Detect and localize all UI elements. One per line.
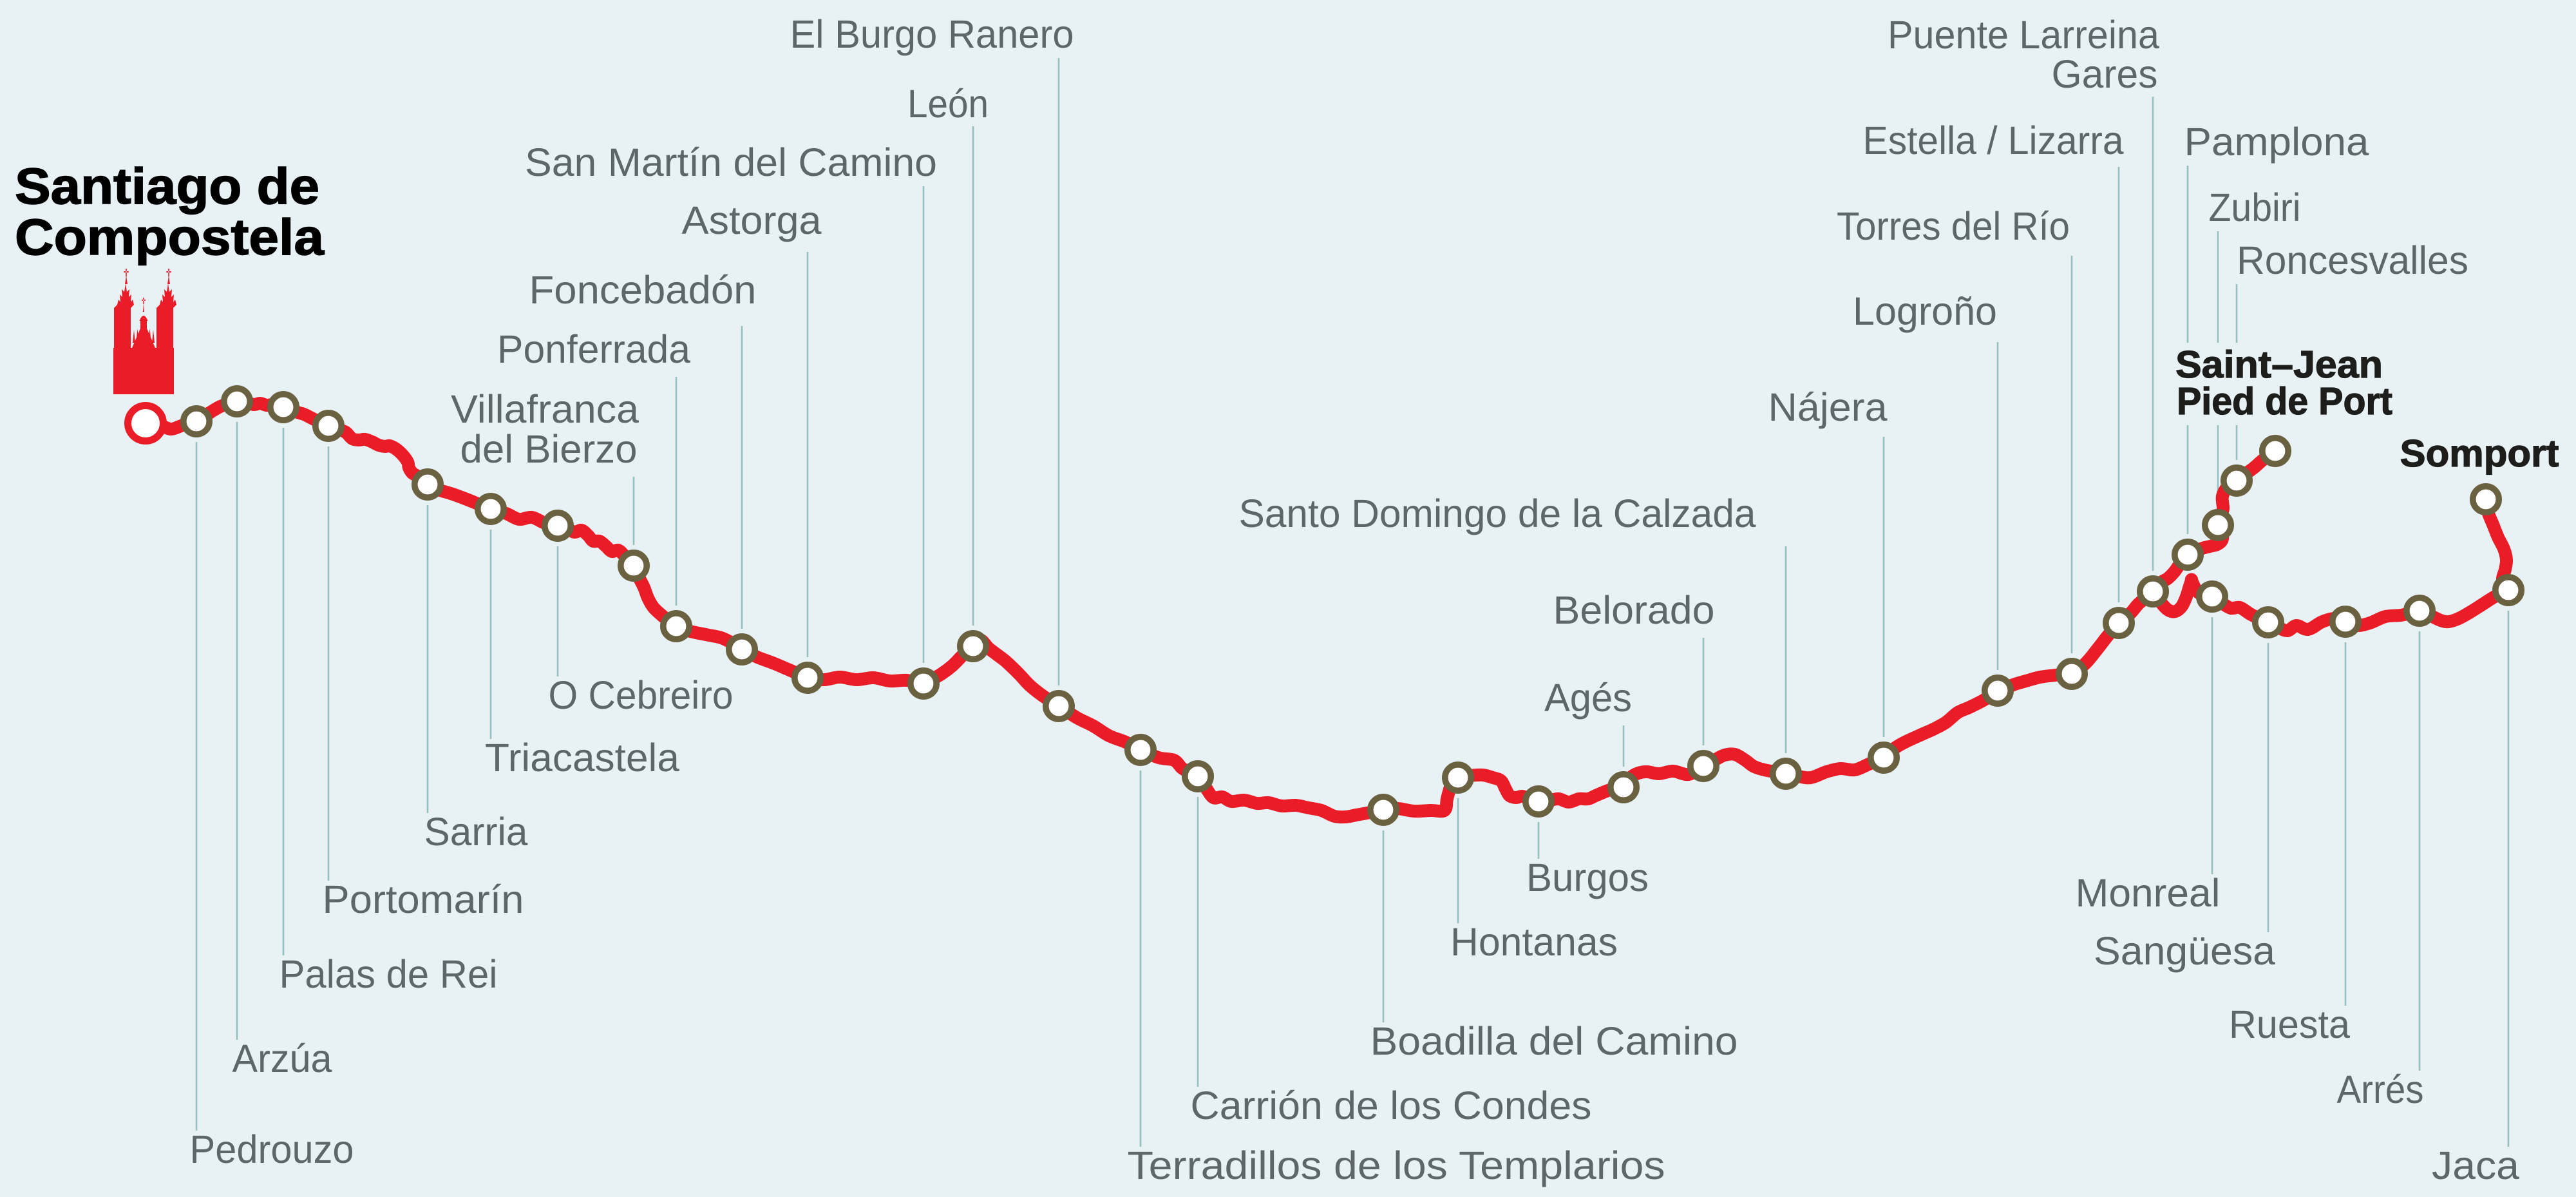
svg-text:El Burgo Ranero: El Burgo Ranero	[790, 12, 1074, 56]
svg-text:Puente Larreina: Puente Larreina	[1888, 13, 2159, 57]
svg-text:Terradillos de los Templarios: Terradillos de los Templarios	[1128, 1144, 1665, 1187]
svg-text:Santiago de: Santiago de	[15, 157, 319, 215]
svg-text:Sangüesa: Sangüesa	[2094, 929, 2275, 973]
svg-text:Astorga: Astorga	[682, 198, 822, 242]
svg-text:Arrés: Arrés	[2337, 1068, 2424, 1111]
svg-text:Zubiri: Zubiri	[2209, 186, 2301, 229]
svg-text:San Martín del Camino: San Martín del Camino	[525, 140, 937, 184]
svg-text:Gares: Gares	[2052, 52, 2158, 96]
svg-text:Pied de Port: Pied de Port	[2177, 380, 2392, 423]
svg-text:Palas de Rei: Palas de Rei	[279, 952, 498, 996]
svg-text:Torres del Río: Torres del Río	[1837, 204, 2070, 248]
svg-text:Roncesvalles: Roncesvalles	[2237, 238, 2468, 282]
svg-text:Pamplona: Pamplona	[2184, 120, 2369, 164]
svg-text:Ruesta: Ruesta	[2229, 1002, 2350, 1046]
svg-text:Logroño: Logroño	[1853, 289, 1997, 333]
svg-text:Saint–Jean: Saint–Jean	[2175, 343, 2383, 386]
svg-text:O Cebreiro: O Cebreiro	[549, 673, 734, 717]
svg-text:Foncebadón: Foncebadón	[529, 268, 757, 312]
svg-text:Somport: Somport	[2400, 432, 2559, 475]
svg-text:Estella / Lizarra: Estella / Lizarra	[1863, 119, 2124, 162]
svg-text:Ponferrada: Ponferrada	[497, 327, 690, 371]
svg-text:del Bierzo: del Bierzo	[460, 427, 638, 471]
svg-text:Belorado: Belorado	[1553, 588, 1715, 632]
svg-text:Boadilla del Camino: Boadilla del Camino	[1370, 1019, 1738, 1063]
svg-text:Compostela: Compostela	[15, 208, 325, 265]
svg-text:Burgos: Burgos	[1526, 856, 1649, 899]
svg-text:Monreal: Monreal	[2076, 871, 2221, 915]
svg-text:Pedrouzo: Pedrouzo	[190, 1127, 354, 1171]
svg-text:Sarria: Sarria	[424, 810, 528, 854]
svg-text:Arzúa: Arzúa	[232, 1037, 332, 1080]
svg-text:León: León	[907, 82, 989, 126]
svg-text:Nájera: Nájera	[1768, 385, 1888, 429]
svg-text:Portomarín: Portomarín	[323, 877, 524, 921]
svg-text:Triacastela: Triacastela	[485, 736, 679, 780]
svg-text:Agés: Agés	[1544, 676, 1632, 720]
svg-text:Carrión de los Condes: Carrión de los Condes	[1191, 1084, 1592, 1127]
svg-text:Jaca: Jaca	[2432, 1144, 2519, 1187]
svg-text:Santo Domingo de la Calzada: Santo Domingo de la Calzada	[1239, 492, 1756, 535]
svg-text:Villafranca: Villafranca	[451, 387, 639, 431]
svg-text:Hontanas: Hontanas	[1450, 920, 1618, 964]
